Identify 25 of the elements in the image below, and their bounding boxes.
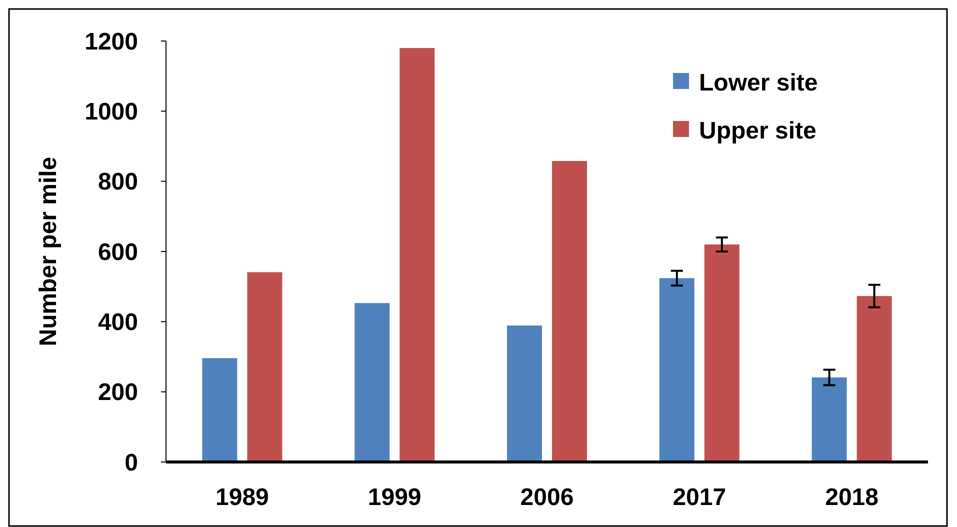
bar xyxy=(856,296,892,462)
y-tick-label: 800 xyxy=(98,168,138,196)
bar xyxy=(812,377,847,462)
bar xyxy=(354,303,390,462)
bar xyxy=(704,244,740,462)
x-tick-label: 2018 xyxy=(825,484,878,511)
x-tick-label: 2017 xyxy=(672,484,726,511)
bar xyxy=(247,272,282,462)
legend-label: Lower site xyxy=(699,69,818,96)
y-tick-label: 600 xyxy=(98,238,138,266)
bar xyxy=(202,358,238,462)
y-tick-label: 400 xyxy=(98,309,138,336)
bar xyxy=(507,326,542,462)
y-tick-label: 200 xyxy=(98,379,138,406)
y-axis-title: Number per mile xyxy=(35,156,62,346)
bar xyxy=(552,160,587,462)
y-tick-label: 1000 xyxy=(84,98,138,126)
y-tick-label: 1200 xyxy=(84,28,138,56)
x-tick-label: 1989 xyxy=(216,484,269,511)
bar xyxy=(400,48,435,462)
y-tick-label: 0 xyxy=(124,449,138,476)
x-tick-label: 1999 xyxy=(368,484,422,511)
legend-label: Upper site xyxy=(699,117,816,144)
x-tick-label: 2006 xyxy=(520,484,574,511)
bar xyxy=(659,278,694,462)
